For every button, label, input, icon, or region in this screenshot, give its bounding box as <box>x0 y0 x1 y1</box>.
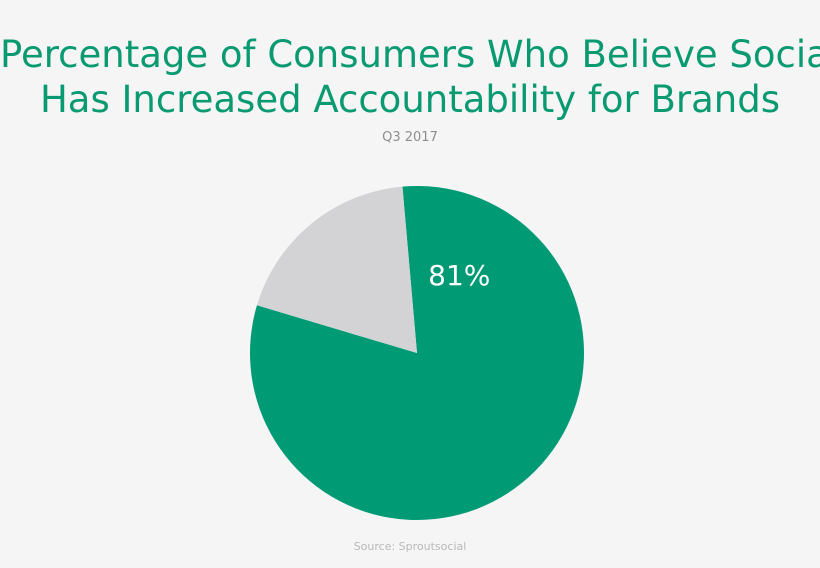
chart-title-line-2: Has Increased Accountability for Brands <box>39 78 781 121</box>
chart-subtitle: Q3 2017 <box>382 130 438 145</box>
pie-slice-1 <box>256 186 417 353</box>
pie-slice-label-0: 81% <box>428 259 490 292</box>
chart-title-line-1: Percentage of Consumers Who Believe Soci… <box>0 33 820 76</box>
chart-source: Source: Sproutsocial <box>353 540 467 553</box>
pie-slice-0 <box>249 186 584 521</box>
chart-title: Percentage of Consumers Who Believe Soci… <box>0 32 820 122</box>
